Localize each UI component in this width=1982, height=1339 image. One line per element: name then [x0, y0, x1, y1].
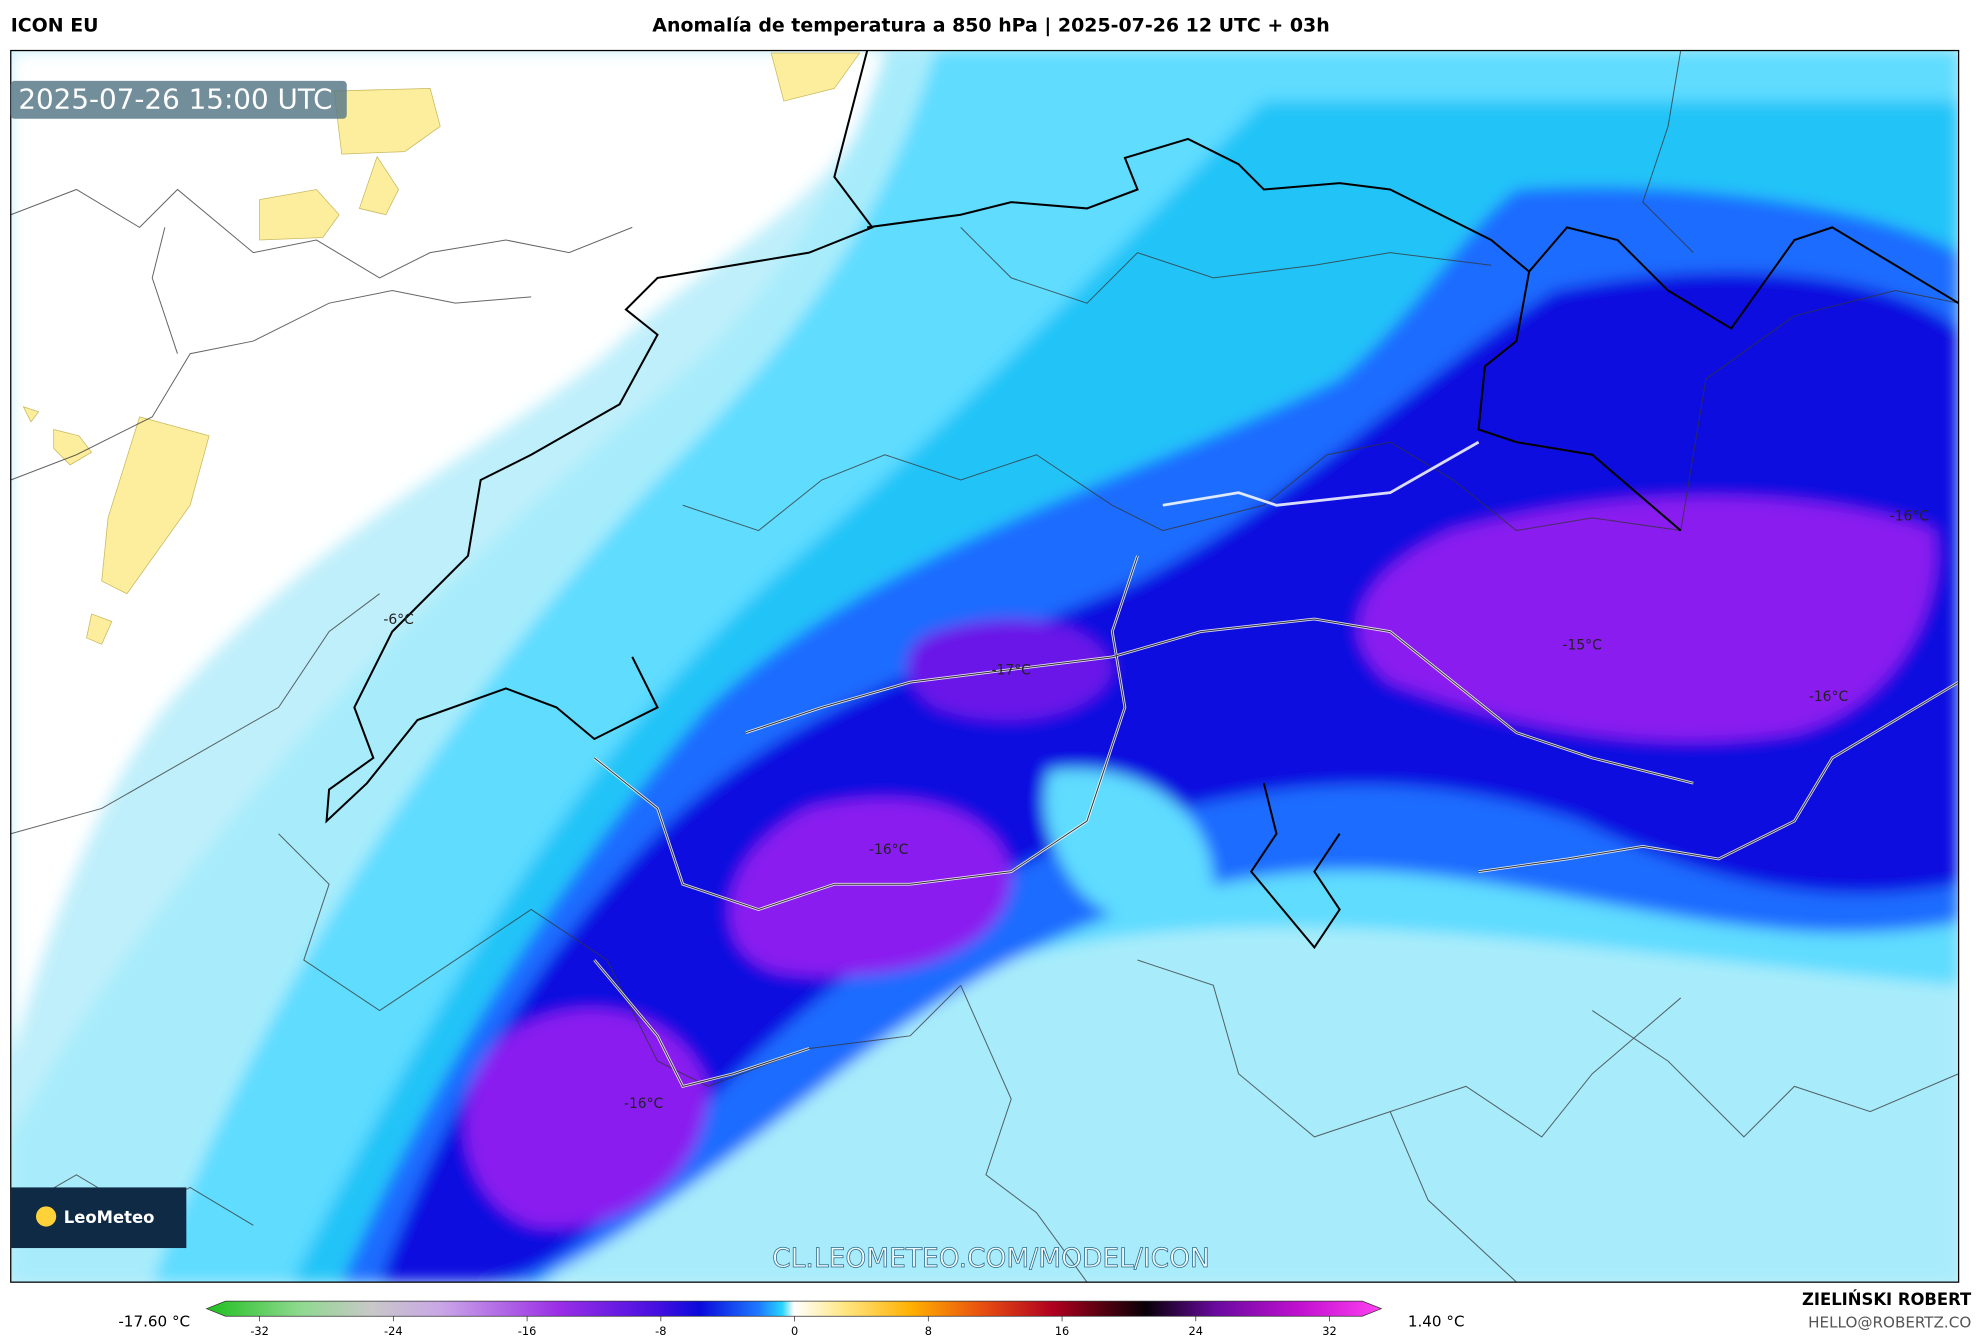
colorbar-min: -17.60 °C — [118, 1312, 190, 1330]
colorbar-tick-label: -16 — [518, 1324, 537, 1338]
map — [10, 50, 1959, 1283]
contour-label: -17°C — [992, 663, 1031, 679]
timestamp: 2025-07-26 15:00 UTC — [18, 83, 332, 116]
author: ZIELIŃSKI ROBERT — [1802, 1290, 1972, 1309]
contour-label: -6°C — [383, 612, 413, 628]
colorbar-tick-label: -8 — [655, 1324, 666, 1338]
contour-label: -16°C — [1890, 508, 1929, 524]
model-name: ICON EU — [11, 15, 99, 37]
colorbar-tick-label: 0 — [791, 1324, 798, 1338]
contour-label: -16°C — [869, 842, 908, 858]
colorbar-tick-label: 16 — [1055, 1324, 1069, 1338]
watermark: CL.LEOMETEO.COM/MODEL/ICON — [772, 1243, 1210, 1274]
contact: HELLO@ROBERTZ.CO — [1808, 1314, 1971, 1332]
colorbar-max: 1.40 °C — [1408, 1312, 1465, 1330]
colorbar — [205, 1300, 1383, 1317]
colorbar-tick-label: -32 — [250, 1324, 269, 1338]
colorbar-tick-label: -24 — [384, 1324, 403, 1338]
contour-label: -16°C — [624, 1096, 663, 1112]
colorbar-tick-label: 8 — [925, 1324, 932, 1338]
contour-label: -16°C — [1809, 689, 1848, 705]
colorbar-tick-label: 32 — [1322, 1324, 1336, 1338]
logo-text: LeoMeteo — [64, 1208, 155, 1227]
colorbar-tick-label: 24 — [1189, 1324, 1203, 1338]
contour-label: -15°C — [1563, 637, 1602, 653]
map-title: Anomalía de temperatura a 850 hPa | 2025… — [652, 15, 1329, 37]
